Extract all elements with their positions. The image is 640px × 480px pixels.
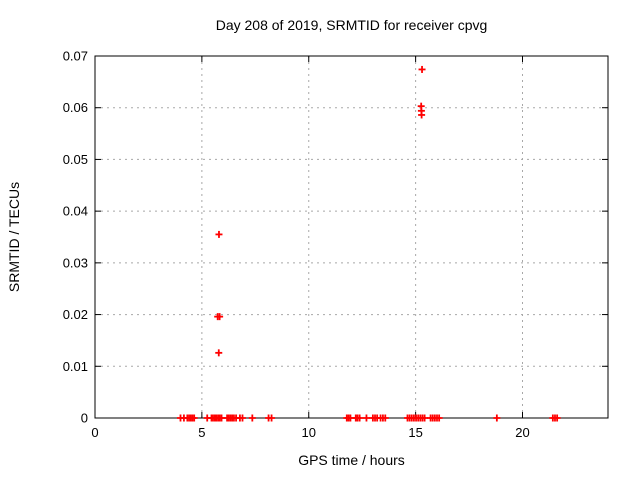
data-point-marker: [381, 414, 389, 422]
data-point-marker: [421, 414, 429, 422]
data-point-marker: [268, 414, 276, 422]
x-tick-label: 10: [302, 425, 316, 440]
y-tick-label: 0.01: [63, 359, 88, 374]
data-point-marker: [418, 111, 426, 119]
data-point-marker: [216, 313, 224, 321]
data-point-marker: [215, 349, 223, 357]
data-point-marker: [356, 414, 364, 422]
y-tick-label: 0.04: [63, 204, 88, 219]
chart-title: Day 208 of 2019, SRMTID for receiver cpv…: [215, 17, 488, 33]
data-point-marker: [238, 414, 246, 422]
data-point-marker: [362, 414, 370, 422]
data-point-marker: [418, 65, 426, 73]
data-point-marker: [435, 414, 443, 422]
y-tick-label: 0.07: [63, 49, 88, 64]
y-tick-label: 0: [81, 411, 88, 426]
x-tick-label: 15: [408, 425, 422, 440]
x-axis-label: GPS time / hours: [298, 452, 405, 468]
y-tick-label: 0.05: [63, 152, 88, 167]
y-tick-label: 0.02: [63, 307, 88, 322]
data-point-marker: [215, 230, 223, 238]
x-tick-label: 0: [91, 425, 98, 440]
x-tick-label: 5: [198, 425, 205, 440]
data-point-marker: [248, 414, 256, 422]
data-point-marker: [190, 414, 198, 422]
x-tick-label: 20: [515, 425, 529, 440]
y-tick-label: 0.03: [63, 255, 88, 270]
y-tick-label: 0.06: [63, 100, 88, 115]
data-point-marker: [493, 414, 501, 422]
data-point-marker: [553, 414, 561, 422]
plot-border: [94, 55, 609, 419]
